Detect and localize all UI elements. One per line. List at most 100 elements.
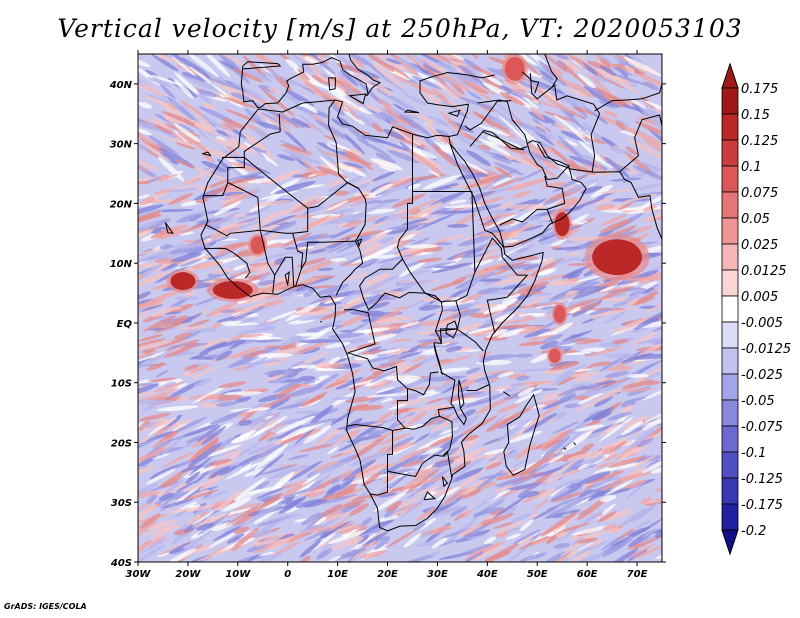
country-border [482,131,528,150]
field-streak [180,258,202,267]
field-streak [618,388,654,392]
field-streak [557,135,585,162]
field-streak [315,145,336,165]
field-streak [445,447,461,456]
field-streak [331,96,362,113]
country-border [346,423,414,432]
field-streak [382,462,398,469]
field-streak [451,414,480,435]
field-streak [222,118,247,130]
field-streak [167,508,190,514]
field-streak [645,380,661,386]
field-streak [251,400,269,410]
field-streak [213,201,242,216]
field-streak [571,525,611,536]
field-streak [324,341,351,349]
field-streak [372,183,393,195]
field-streak [254,148,266,160]
field-streak [438,234,467,242]
field-streak [548,144,580,173]
field-streak [187,106,218,133]
field-streak [138,447,168,467]
field-streak [632,165,662,182]
lon-label: 20W [175,569,201,580]
field-streak [520,144,548,171]
field-streak [182,291,195,298]
field-streak [641,412,662,431]
field-streak [155,369,170,378]
field-streak [522,315,535,319]
field-streak [181,312,203,324]
field-streak [347,422,385,431]
field-streak [471,65,498,79]
field-streak [198,185,211,192]
field-streak [138,127,157,147]
updraft-core [250,236,266,255]
field-streak [167,187,198,193]
updraft-core [554,212,570,237]
field-streak [340,69,359,87]
field-streak [310,214,342,219]
field-streak [138,313,151,325]
field-streak [542,334,564,343]
field-streak [399,321,421,328]
field-streak [643,81,660,91]
field-streak [309,294,335,305]
field-streak [340,499,367,508]
field-streak [291,196,326,214]
field-streak [169,303,194,314]
field-streak [356,138,392,158]
field-streak [138,340,173,352]
field-streak [520,154,557,178]
field-streak [378,290,405,296]
field-streak [400,465,437,492]
field-streak [494,166,513,178]
field-streak [510,382,525,387]
field-streak [514,443,537,460]
lon-label: 70E [627,569,648,580]
field-streak [280,282,306,291]
field-streak [150,117,170,130]
field-streak [607,456,646,468]
field-streak [612,317,651,333]
field-streak [454,513,465,521]
field-streak [447,395,462,403]
field-streak [359,550,387,559]
field-streak [539,241,553,246]
field-streak [487,448,513,467]
field-streak [370,158,403,171]
country-border [300,240,356,270]
field-streak [540,511,578,537]
field-streak [282,482,307,497]
field-streak [155,208,194,213]
field-streak [576,537,598,544]
field-streak [553,246,581,251]
field-streak [586,73,615,97]
field-streak [378,515,399,522]
field-streak [434,82,459,100]
field-streak [252,200,293,207]
field-streak [238,407,260,424]
field-streak [225,177,260,185]
field-streak [424,123,447,145]
colorbar-top-arrow [721,62,739,89]
field-streak [212,525,242,542]
field-streak [497,403,520,413]
field-streak [452,435,481,457]
field-streak [249,443,285,462]
field-streak [643,139,662,154]
colorbar-segment [721,269,739,297]
field-streak [482,437,505,446]
field-streak [165,54,191,68]
field-streak [598,68,634,86]
field-streak [338,469,354,481]
field-streak [454,468,486,492]
country-border [441,476,449,488]
field-streak [386,225,420,235]
field-streak [387,436,415,452]
field-streak [326,505,346,520]
field-streak [627,373,649,378]
field-streak [548,496,587,517]
field-streak [183,464,216,479]
sicily-coastline [348,93,367,105]
